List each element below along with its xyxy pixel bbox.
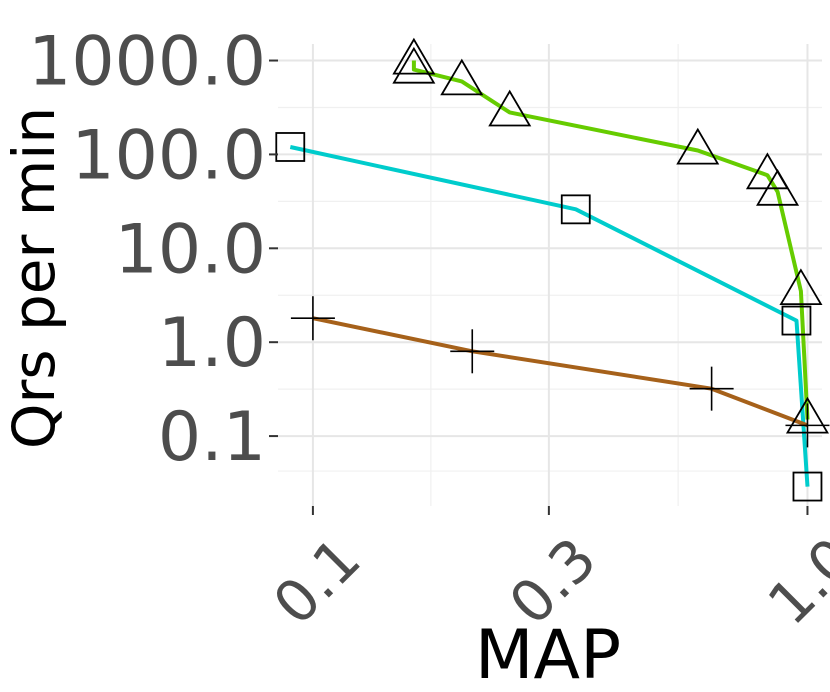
y-tick-label: 1000.0 (28, 23, 266, 102)
triangle-marker (392, 46, 436, 84)
triangle-marker (392, 37, 436, 75)
triangle-marker (756, 169, 800, 206)
x-tick-label: 1.0 (755, 525, 830, 638)
y-tick-label: 10.0 (115, 210, 266, 289)
y-tick-label: 0.1 (158, 398, 266, 477)
triangle-marker (779, 268, 823, 306)
square-marker (792, 471, 823, 502)
y-tick-label: 100.0 (71, 116, 266, 195)
series-line (312, 316, 809, 428)
series-layer (275, 37, 830, 502)
grid (278, 44, 822, 506)
triangle-marker (676, 127, 720, 165)
x-tick-label: 0.1 (260, 525, 373, 638)
triangle-marker (440, 58, 484, 96)
y-tick-label: 1.0 (158, 304, 266, 383)
x-axis-title: MAP (475, 616, 621, 692)
series-line (289, 145, 810, 487)
square-marker (781, 305, 812, 336)
square-marker (275, 132, 306, 162)
square-marker (560, 194, 591, 225)
y-axis-title: Qrs per min (0, 107, 68, 449)
triangle-marker (488, 89, 532, 127)
